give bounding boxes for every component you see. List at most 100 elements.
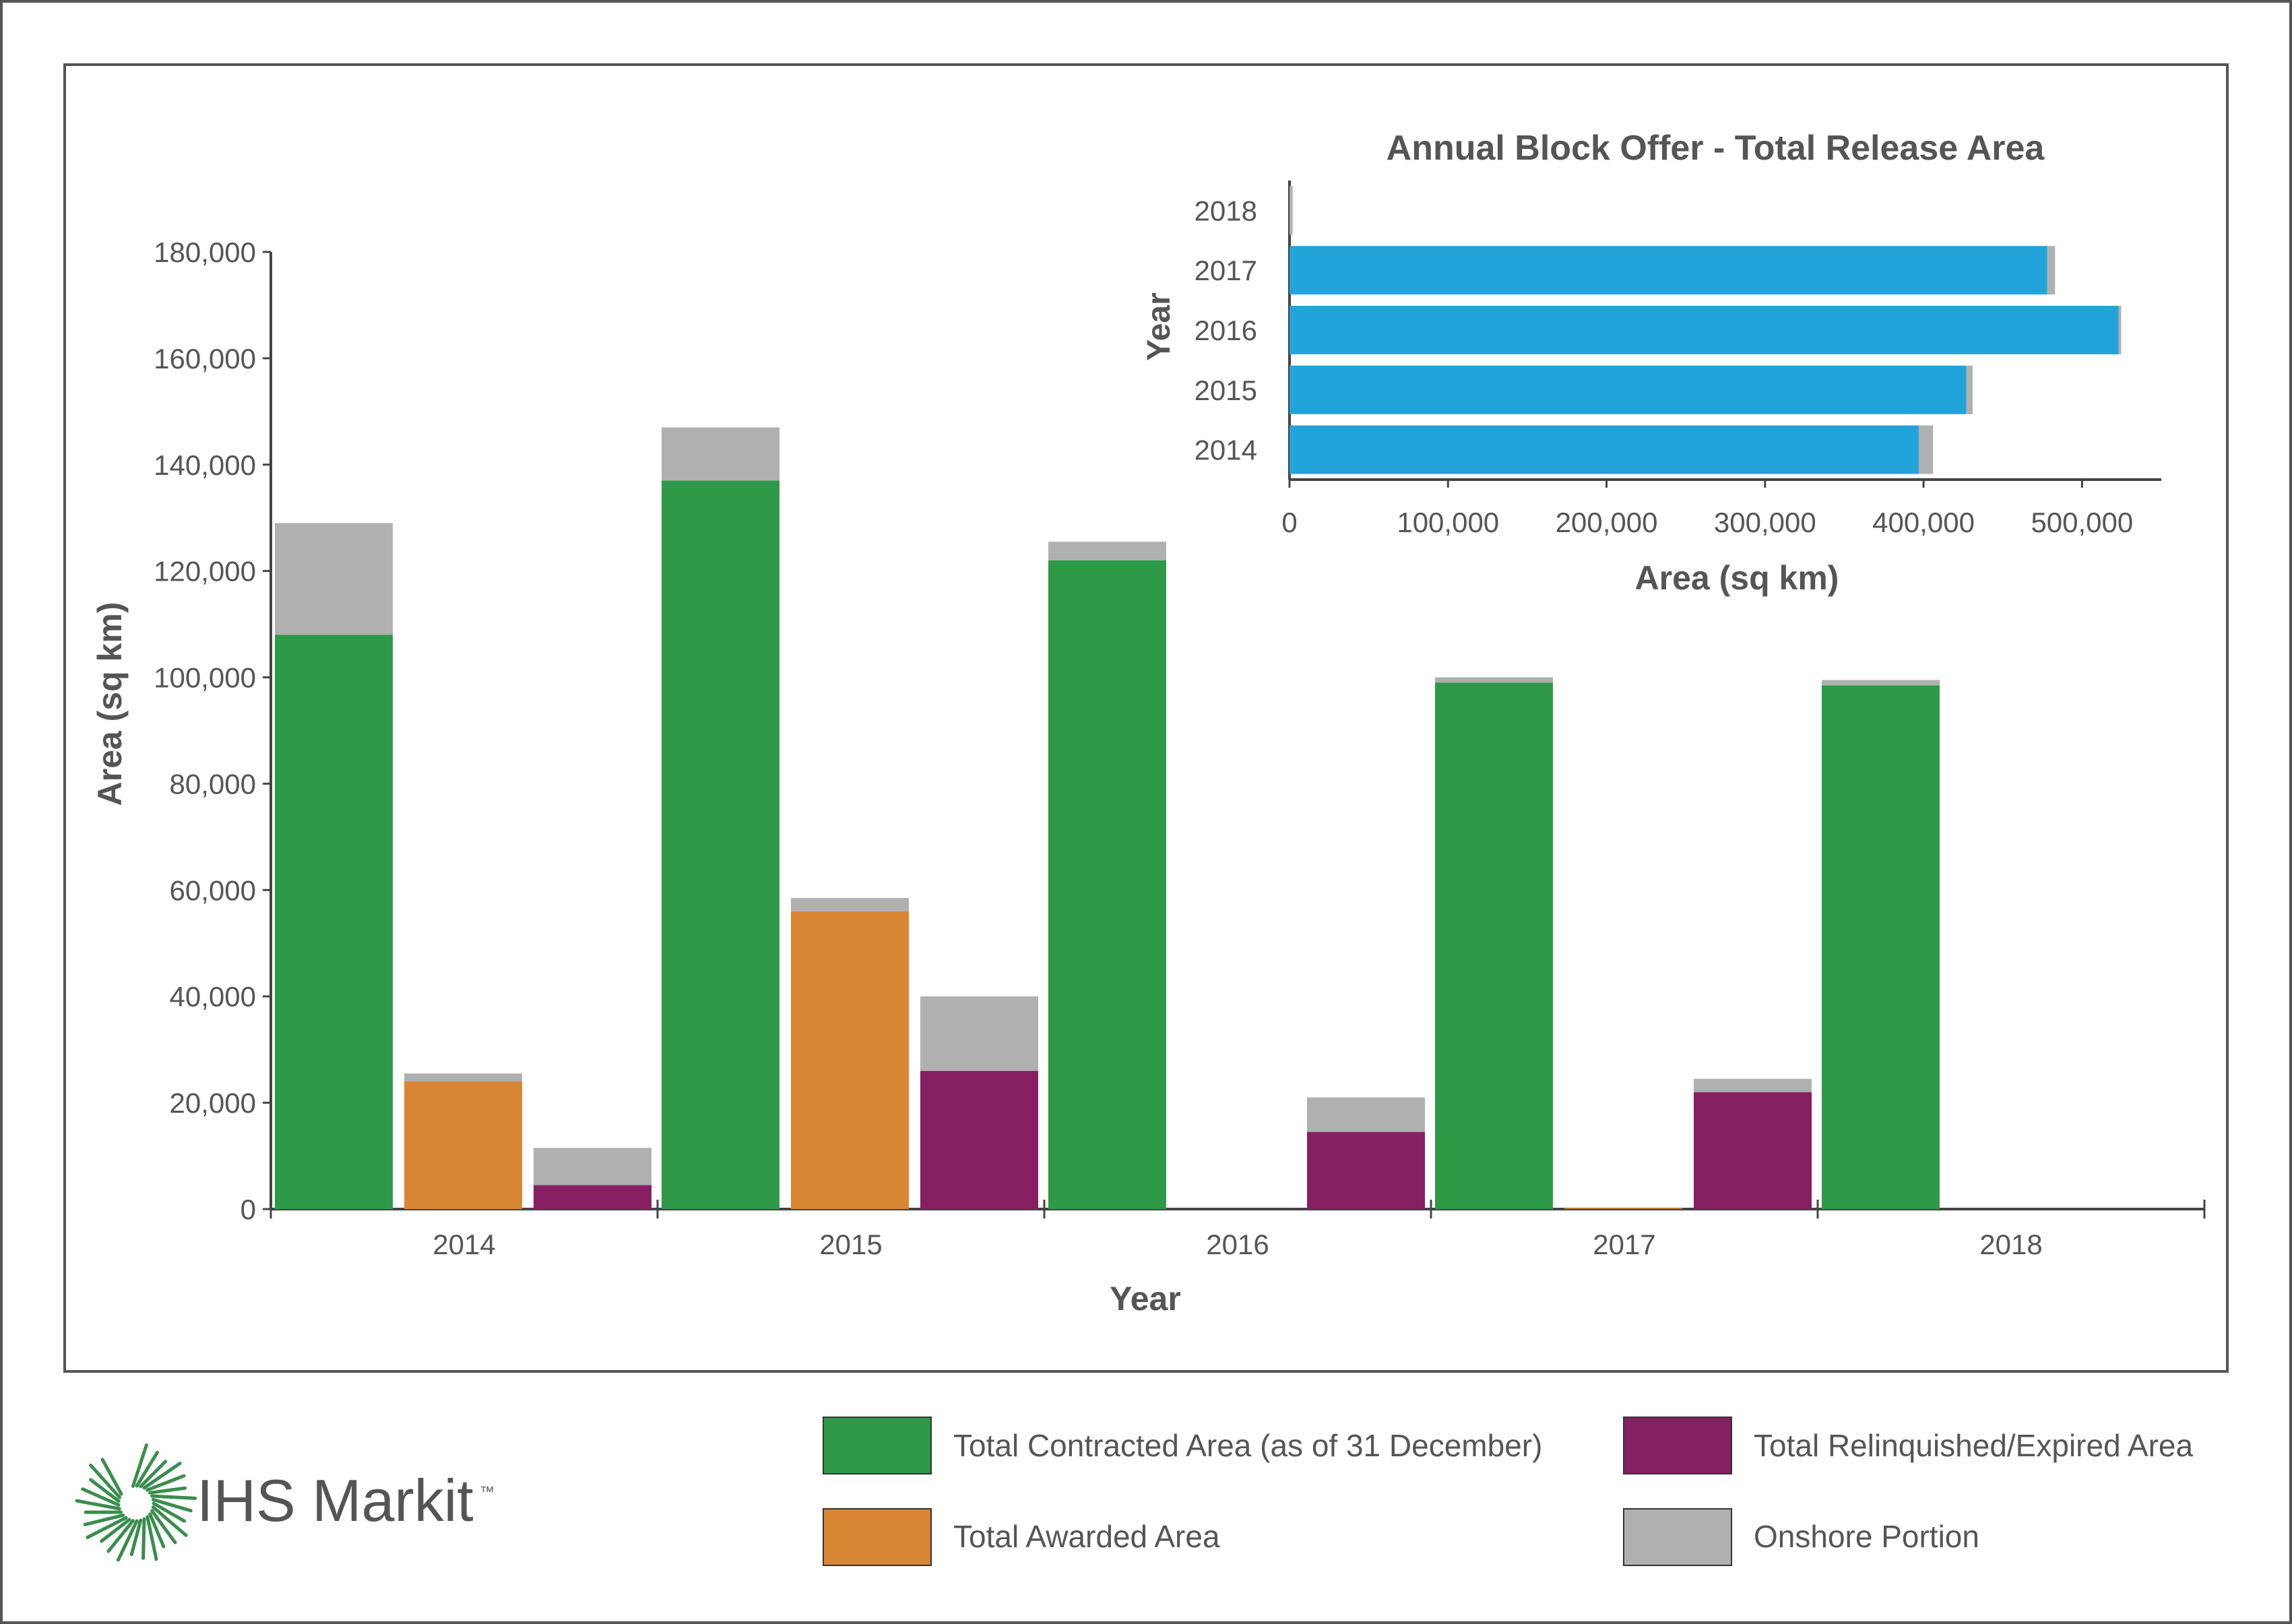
logo-ray (75, 1499, 121, 1511)
legend-swatch-contracted (823, 1417, 932, 1474)
legend-label-awarded: Total Awarded Area (953, 1519, 1220, 1554)
inset-bar-onshore-2015 (1966, 365, 1973, 414)
main-x-tick-label: 2014 (433, 1229, 495, 1260)
bar-onshore-contracted-2017 (1435, 677, 1553, 683)
legend-label-relinquished: Total Relinquished/Expired Area (1754, 1428, 2193, 1463)
legend-swatch-awarded (823, 1508, 932, 1566)
logo-ray (89, 1478, 121, 1503)
logo-ray (81, 1487, 121, 1507)
main-y-tick-label: 160,000 (154, 343, 256, 375)
inset-bar-offshore-2014 (1290, 425, 1919, 474)
bar-contracted-2017 (1435, 682, 1553, 1209)
main-y-tick-label: 0 (241, 1194, 256, 1225)
inset-y-tick-label: 2014 (1195, 434, 1257, 466)
bar-onshore-awarded-2014 (404, 1073, 522, 1082)
bar-relinquished-2016 (1307, 1132, 1425, 1209)
logo-ray (100, 1518, 131, 1543)
inset-y-tick-label: 2018 (1195, 195, 1257, 226)
ihs-markit-logo: IHS Markit ™ (75, 1443, 495, 1562)
main-x-axis-title: Year (1110, 1280, 1181, 1318)
logo-ray (148, 1486, 187, 1495)
legend-swatch-onshore (1623, 1508, 1732, 1566)
inset-bar-offshore-2016 (1290, 306, 2119, 354)
logo-text: IHS Markit (197, 1467, 474, 1534)
legend-swatch-relinquished (1623, 1417, 1732, 1474)
inset-title: Annual Block Offer - Total Release Area (1387, 129, 2045, 168)
bar-contracted-2016 (1048, 560, 1166, 1209)
logo-ray (131, 1443, 148, 1488)
bar-awarded-2017 (1564, 1208, 1682, 1209)
bar-relinquished-2015 (920, 1070, 1038, 1209)
inset-y-tick-label: 2017 (1195, 255, 1257, 286)
inset-bar-onshore-2016 (2118, 306, 2122, 354)
main-x-tick-label: 2016 (1206, 1229, 1269, 1260)
logo-ray (116, 1519, 139, 1562)
bar-contracted-2015 (662, 480, 779, 1209)
main-y-tick-label: 40,000 (170, 981, 256, 1012)
main-y-tick-label: 60,000 (170, 874, 256, 906)
bar-relinquished-2017 (1694, 1092, 1812, 1209)
legend: Total Contracted Area (as of 31 December… (823, 1417, 2193, 1566)
logo-ray (150, 1494, 197, 1500)
logo-ray (135, 1450, 159, 1488)
logo-ray (86, 1516, 128, 1539)
bar-onshore-contracted-2018 (1822, 680, 1940, 686)
bar-contracted-2018 (1822, 685, 1940, 1209)
main-x-tick-label: 2018 (1979, 1229, 2042, 1260)
logo-ray (106, 1519, 135, 1553)
bar-onshore-relinquished-2015 (920, 996, 1038, 1071)
logo-ray (139, 1460, 168, 1489)
bar-onshore-awarded-2015 (791, 898, 909, 911)
bar-onshore-contracted-2014 (275, 523, 393, 635)
main-y-tick-label: 140,000 (154, 449, 256, 481)
logo-ray (146, 1474, 186, 1492)
main-y-tick-label: 120,000 (154, 556, 256, 587)
inset-x-tick-label: 100,000 (1397, 507, 1499, 538)
logo-ray (151, 1497, 193, 1513)
inset-x-axis-title: Area (sq km) (1635, 559, 1839, 597)
main-y-tick-label: 100,000 (154, 662, 256, 694)
inset-x-tick-label: 0 (1281, 507, 1297, 538)
inset-bar-offshore-2015 (1290, 365, 1967, 414)
inset-x-tick-label: 500,000 (2031, 507, 2133, 538)
logo-ray (151, 1505, 188, 1537)
logo-trademark: ™ (480, 1483, 495, 1500)
bar-onshore-relinquished-2016 (1307, 1097, 1425, 1132)
inset-bar-offshore-2017 (1290, 246, 2047, 295)
main-y-tick-label: 80,000 (170, 768, 256, 800)
bar-awarded-2014 (404, 1081, 522, 1209)
bar-awarded-2015 (791, 911, 909, 1209)
inset-bar-onshore-2018 (1290, 186, 1293, 235)
bar-onshore-contracted-2016 (1048, 542, 1166, 560)
main-y-tick-label: 20,000 (170, 1087, 256, 1119)
logo-ray (150, 1509, 177, 1545)
main-x-tick-label: 2015 (819, 1229, 882, 1260)
inset-bar-onshore-2017 (2047, 246, 2056, 295)
logo-ray (152, 1501, 186, 1523)
inset-chart: Annual Block Offer - Total Release Area … (1141, 129, 2161, 597)
main-y-tick-label: 180,000 (154, 236, 256, 268)
inset-bar-onshore-2014 (1919, 425, 1934, 474)
logo-ray (146, 1515, 158, 1561)
logo-starburst-icon (75, 1443, 197, 1562)
bar-onshore-relinquished-2014 (534, 1148, 651, 1185)
inset-x-tick-label: 200,000 (1556, 507, 1658, 538)
legend-label-onshore: Onshore Portion (1754, 1519, 1979, 1554)
bar-contracted-2014 (275, 635, 393, 1209)
inset-y-tick-label: 2016 (1195, 315, 1257, 346)
logo-ray (142, 1462, 182, 1490)
legend-label-contracted: Total Contracted Area (as of 31 December… (953, 1428, 1542, 1463)
main-chart: Area (sq km) Year 0 20,000 40,000 60,000 80,… (91, 236, 2206, 1318)
logo-ray (148, 1512, 166, 1549)
main-x-tick-label: 2017 (1593, 1229, 1655, 1260)
inset-x-tick-label: 400,000 (1872, 507, 1975, 538)
logo-ray (100, 1458, 123, 1496)
inset-y-axis-title: Year (1141, 292, 1177, 360)
inset-y-tick-label: 2015 (1195, 375, 1257, 406)
logo-ray (129, 1518, 143, 1557)
chart-frame (63, 63, 2229, 1373)
logo-ray (89, 1463, 122, 1499)
inset-x-tick-label: 300,000 (1714, 507, 1816, 538)
bar-onshore-relinquished-2017 (1694, 1078, 1812, 1093)
main-y-axis-title: Area (sq km) (91, 602, 129, 806)
